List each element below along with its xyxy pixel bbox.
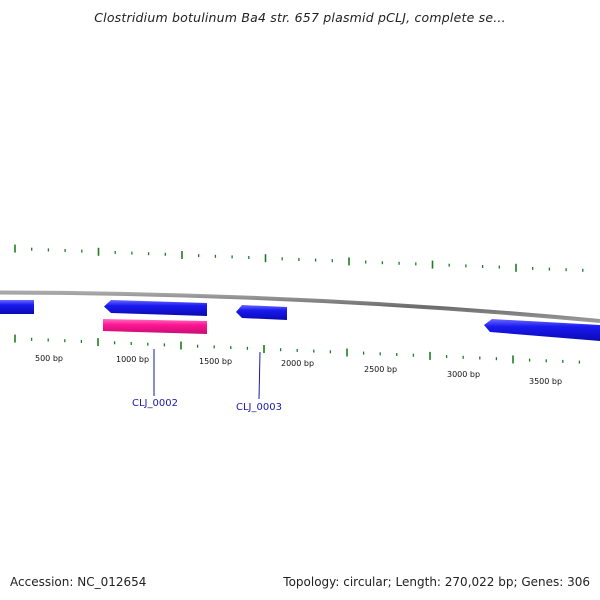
- scale-labels: 500 bp 1000 bp 1500 bp 2000 bp 2500 bp 3…: [35, 354, 562, 386]
- accession-text: Accession: NC_012654: [10, 575, 147, 589]
- scale-label-2500: 2500 bp: [364, 365, 397, 374]
- gene-feature-clj-0002[interactable]: [104, 300, 207, 316]
- upper-scale-ticks: [14, 244, 584, 272]
- gene-feature-clj-0001[interactable]: [0, 300, 34, 314]
- scale-label-1500: 1500 bp: [199, 357, 232, 366]
- topology-summary: Topology: circular; Length: 270,022 bp; …: [283, 575, 590, 589]
- scale-label-2000: 2000 bp: [281, 359, 314, 368]
- lower-scale-ticks: [14, 334, 581, 364]
- gene-feature-clj-0003[interactable]: [236, 305, 287, 320]
- map-title: Clostridium botulinum Ba4 str. 657 plasm…: [94, 10, 506, 25]
- gene-label-clj-0002[interactable]: CLJ_0002: [132, 398, 178, 409]
- gene-feature-clj-0004[interactable]: [484, 319, 600, 341]
- highlighted-feature[interactable]: [103, 319, 207, 334]
- scale-label-1000: 1000 bp: [116, 355, 149, 364]
- gene-label-leader-clj-0003: [258, 351, 261, 400]
- gene-label-clj-0003[interactable]: CLJ_0003: [236, 402, 282, 413]
- plasmid-backbone: [0, 290, 600, 323]
- scale-label-3500: 3500 bp: [529, 377, 562, 386]
- scale-label-500: 500 bp: [35, 354, 63, 363]
- scale-label-3000: 3000 bp: [447, 370, 480, 379]
